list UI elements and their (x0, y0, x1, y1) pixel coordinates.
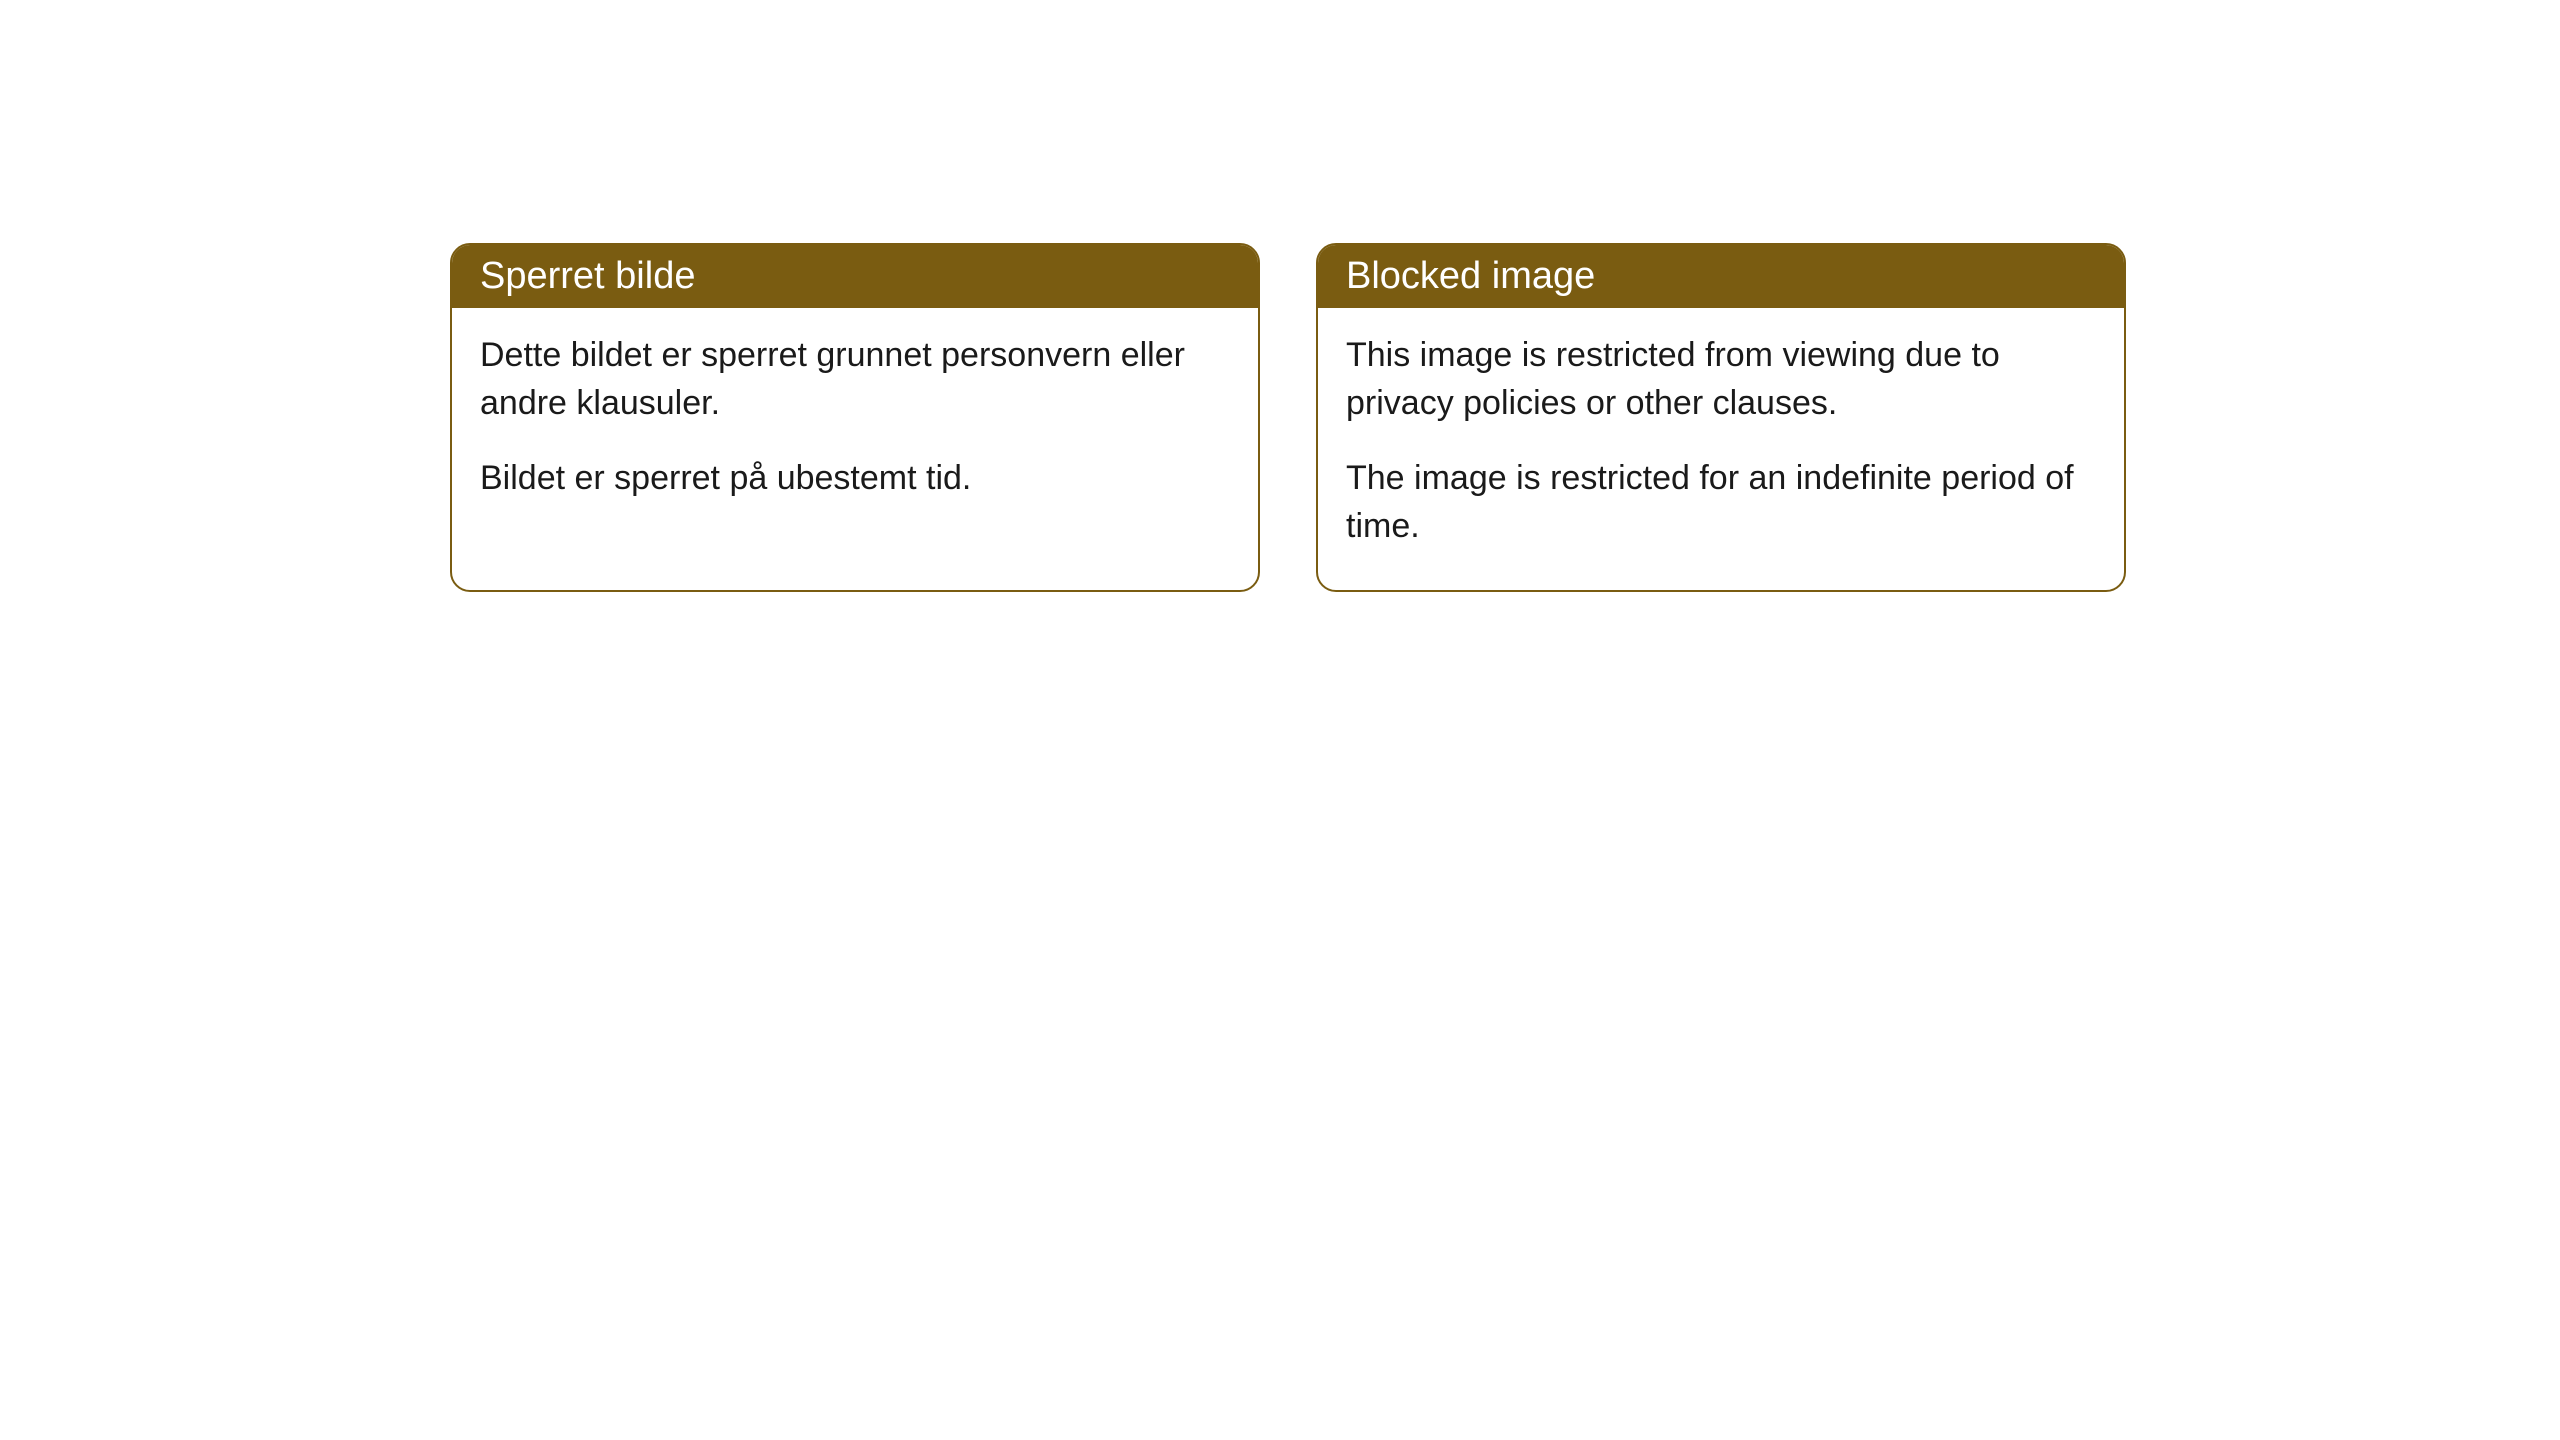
card-body-norwegian: Dette bildet er sperret grunnet personve… (452, 308, 1258, 543)
card-body-english: This image is restricted from viewing du… (1318, 308, 2124, 590)
card-paragraph-2-english: The image is restricted for an indefinit… (1346, 455, 2096, 550)
card-english: Blocked image This image is restricted f… (1316, 243, 2126, 592)
card-header-norwegian: Sperret bilde (452, 245, 1258, 308)
cards-container: Sperret bilde Dette bildet er sperret gr… (450, 243, 2126, 592)
card-norwegian: Sperret bilde Dette bildet er sperret gr… (450, 243, 1260, 592)
card-paragraph-1-norwegian: Dette bildet er sperret grunnet personve… (480, 332, 1230, 427)
card-paragraph-1-english: This image is restricted from viewing du… (1346, 332, 2096, 427)
card-header-english: Blocked image (1318, 245, 2124, 308)
card-paragraph-2-norwegian: Bildet er sperret på ubestemt tid. (480, 455, 1230, 503)
